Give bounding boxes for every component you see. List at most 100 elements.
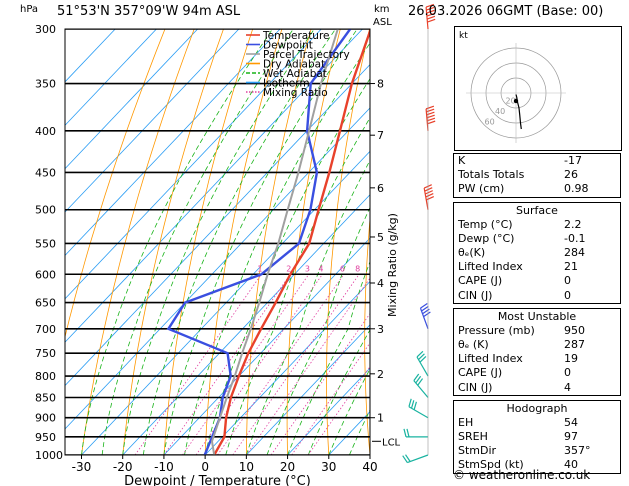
hodo-ring-label: 60 [485, 118, 495, 127]
pressure-tick-label: 950 [35, 431, 56, 444]
pressure-tick-label: 650 [35, 297, 56, 310]
barb-flag [426, 9, 435, 14]
barb-flag [417, 378, 424, 386]
isotherm-line [65, 29, 198, 170]
mixing-ratio-label: 20 [414, 264, 424, 273]
pressure-tick-label: 450 [35, 166, 56, 179]
hodograph-box: Hodograph EH 54 SREH 97 StmDir 357° StmSpd (kt… [453, 399, 621, 474]
isotherm-line [204, 280, 370, 455]
barb-flag [424, 187, 433, 192]
hodograph-index-row: SREH 97 [454, 430, 620, 444]
wet-adiabat [101, 29, 294, 455]
wind-barb [402, 454, 429, 464]
legend-label: Dewpoint [263, 40, 313, 52]
pressure-tick-label: 800 [35, 370, 56, 383]
unstable-index-value: 4 [564, 380, 571, 394]
series-parcel-trajectory [210, 29, 339, 455]
barb-flag [426, 12, 435, 17]
barb-flag [418, 353, 425, 361]
surface-index-label: Lifted Index [458, 260, 523, 274]
barb-flag [425, 193, 434, 198]
hodograph-index-row: EH 54 [454, 416, 620, 430]
hodograph-panel: 20 40 60 kt [454, 26, 622, 151]
surface-index-label: Dewp (°C) [458, 231, 515, 245]
x-tick-label: 10 [239, 460, 254, 474]
km-tick-label: 8 [377, 78, 384, 91]
barb-staff [416, 356, 429, 377]
surface-index-row: CAPE (J) 0 [454, 274, 620, 288]
unstable-index-label: CAPE (J) [458, 366, 503, 380]
hodo-storm-marker [513, 98, 519, 104]
barb-staff [407, 454, 429, 464]
barb-flag [415, 375, 422, 384]
x-tick-label: -10 [154, 460, 174, 474]
barb-flag [406, 428, 410, 437]
unstable-index-value: 950 [564, 323, 585, 337]
x-axis-label: Dewpoint / Temperature (°C) [124, 474, 311, 486]
km-tick-label: 2 [377, 368, 384, 381]
barb-flag [426, 15, 436, 20]
unstable-index-value: 287 [564, 338, 585, 352]
pressure-tick-label: 400 [35, 125, 56, 138]
hodograph-index-value: 54 [564, 415, 578, 429]
plot-frame [64, 28, 371, 456]
location-label: 51°53'N 357°09'W 94m ASL [57, 4, 241, 19]
hodo-ring-label: 40 [495, 107, 505, 116]
hpa-unit-label: hPa [20, 4, 39, 15]
wet-adiabat [81, 29, 273, 455]
unstable-index-label: CIN (J) [458, 380, 493, 394]
hodograph-index-row: StmSpd (kt) 40 [454, 458, 620, 472]
x-tick-label: -30 [72, 460, 92, 474]
wind-barb [419, 303, 431, 330]
isotherm-line [246, 324, 370, 455]
surface-index-value: 2.2 [564, 217, 582, 231]
unstable-index-row: Lifted Index 19 [454, 352, 620, 366]
wind-barb [413, 373, 429, 398]
isotherm-line [65, 63, 370, 387]
barb-flag [421, 305, 429, 312]
wind-barb [425, 105, 436, 131]
barb-flag [426, 117, 436, 122]
barb-flag [426, 108, 435, 113]
hodo-trace [515, 94, 522, 130]
general-index-row: K -17 [454, 154, 620, 168]
general-index-row: PW (cm) 0.98 [454, 182, 620, 196]
general-index-label: K [458, 154, 466, 167]
isotherm-line [122, 194, 370, 455]
wind-barb [423, 184, 435, 210]
legend-label: Isotherm [263, 78, 310, 90]
series-dewpoint [166, 29, 352, 455]
surface-index-label: θₑ(K) [458, 246, 486, 260]
general-index-label: Totals Totals [458, 168, 525, 182]
wind-barb [425, 3, 436, 30]
isotherm-line [65, 107, 370, 430]
x-tick-label: 0 [201, 460, 209, 474]
legend-label: Mixing Ratio [263, 87, 328, 99]
unstable-index-row: Pressure (mb) 950 [454, 324, 620, 338]
surface-index-row: Dewp (°C) -0.1 [454, 232, 620, 246]
pressure-tick-label: 900 [35, 412, 56, 425]
mixing-ratio-label: 8 [355, 264, 360, 273]
dry-adiabat [402, 29, 428, 455]
hodograph-index-label: StmDir [458, 444, 497, 458]
pressure-tick-label: 500 [35, 204, 56, 217]
surface-index-label: Temp (°C) [458, 217, 513, 231]
isotherm-line [65, 29, 322, 300]
legend-label: Dry Adiabat [263, 59, 325, 71]
mixing-ratio-label: 1 [257, 264, 262, 273]
x-tick-label: 30 [321, 460, 336, 474]
hodo-ring-label: 20 [506, 97, 516, 106]
km-unit-label: km [374, 4, 390, 15]
surface-box: Surface Temp (°C) 2.2 Dewp (°C) -0.1 θₑ(K) 28… [453, 201, 621, 304]
general-index-label: PW (cm) [458, 182, 505, 196]
surface-index-row: CIN (J) 0 [454, 289, 620, 303]
surface-index-label: CIN (J) [458, 288, 493, 302]
unstable-index-value: 19 [564, 352, 578, 366]
hodograph-index-label: SREH [458, 430, 488, 444]
barb-flag [413, 401, 417, 410]
isotherm-line [81, 150, 370, 455]
surface-index-value: -0.1 [564, 231, 586, 245]
barb-flag [426, 195, 435, 201]
surface-index-row: Temp (°C) 2.2 [454, 218, 620, 232]
unstable-index-row: CIN (J) 4 [454, 381, 620, 395]
